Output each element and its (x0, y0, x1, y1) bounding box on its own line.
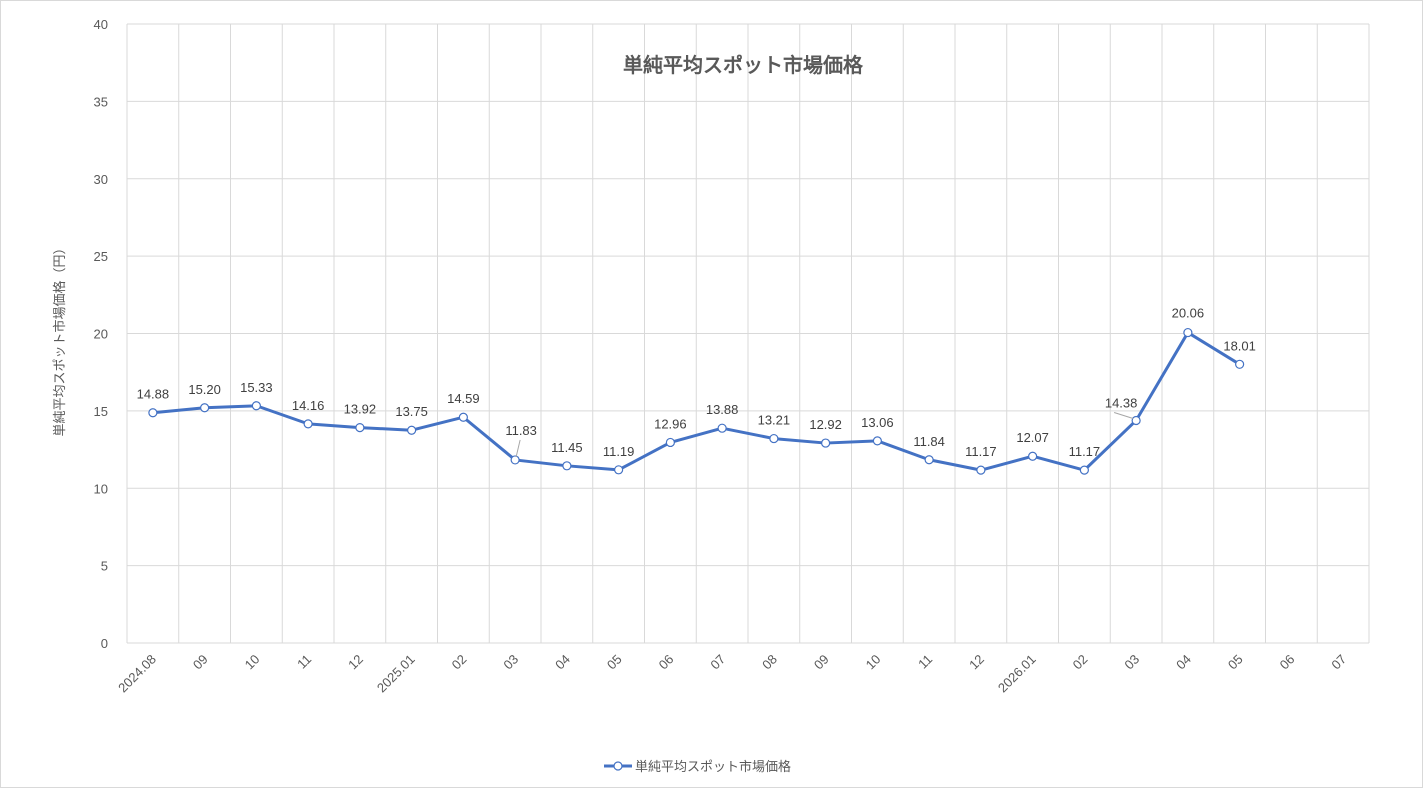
x-tick-label: 10 (242, 652, 263, 673)
x-tick-labels: 2024.08 09 10 11 12 2025.01 02 03 04 05 06 07 08 09 10… (115, 652, 1349, 696)
data-point (1131, 415, 1141, 426)
data-label: 13.75 (395, 404, 428, 419)
data-point (1028, 451, 1038, 461)
x-tick-label: 09 (190, 652, 211, 673)
data-label: 13.92 (344, 402, 377, 417)
x-tick-label: 10 (863, 652, 884, 673)
x-tick-label: 11 (915, 652, 935, 672)
data-label: 13.06 (861, 415, 894, 430)
data-point (717, 423, 727, 433)
data-point (200, 403, 210, 413)
x-tick-label: 09 (811, 652, 832, 673)
x-tick-label: 07 (707, 652, 728, 673)
data-point (148, 408, 158, 418)
series-layer (148, 327, 1245, 475)
data-label: 15.20 (188, 382, 221, 397)
legend-point-marker (613, 761, 623, 771)
chart-title: 単純平均スポット市場価格 (623, 53, 864, 77)
legend: 単純平均スポット市場価格 (604, 759, 791, 775)
x-tick-label: 03 (500, 652, 521, 673)
data-label: 12.92 (809, 417, 842, 432)
series-line (152, 331, 1241, 472)
data-label: 20.06 (1172, 306, 1205, 321)
data-label: 14.59 (447, 391, 480, 406)
data-point (769, 433, 779, 444)
data-point (821, 438, 831, 448)
x-tick-label: 2024.08 (115, 652, 159, 696)
y-axis-title: 単純平均スポット市場価格（円） (52, 241, 68, 436)
data-point (562, 461, 572, 471)
data-label: 14.88 (137, 387, 170, 402)
y-tick-label: 35 (94, 94, 108, 109)
data-point (614, 465, 624, 475)
x-tick-label: 04 (552, 652, 573, 673)
y-tick-label: 10 (94, 481, 108, 496)
data-label: 12.96 (654, 416, 687, 431)
data-point (458, 412, 468, 422)
y-tick-label: 25 (94, 249, 108, 264)
y-tick-label: 30 (94, 172, 108, 187)
x-tick-label: 02 (1070, 652, 1091, 673)
y-tick-label: 5 (101, 559, 108, 574)
data-label: 11.17 (1069, 444, 1101, 459)
x-tick-label: 02 (449, 652, 470, 673)
data-point (924, 455, 934, 465)
data-label-leader (1113, 411, 1134, 419)
data-label: 14.38 (1105, 395, 1138, 410)
data-point (510, 455, 520, 465)
x-tick-label: 12 (966, 652, 987, 673)
data-label: 13.88 (706, 402, 739, 417)
x-tick-label: 06 (1277, 652, 1298, 673)
data-point (303, 419, 313, 429)
y-tick-label: 40 (94, 17, 108, 32)
x-tick-label: 2026.01 (995, 652, 1039, 696)
x-tick-label: 12 (345, 652, 366, 673)
data-label: 11.83 (505, 423, 537, 438)
data-label: 11.19 (603, 444, 635, 459)
data-label: 11.84 (913, 434, 945, 449)
data-point (872, 436, 882, 446)
x-tick-label: 07 (1328, 652, 1349, 673)
y-tick-labels: 0 5 10 15 20 25 30 35 40 (94, 17, 108, 651)
data-point (665, 437, 675, 448)
data-label: 12.07 (1016, 430, 1049, 445)
data-point (251, 401, 261, 411)
x-tick-label: 03 (1121, 652, 1142, 673)
gridlines (126, 23, 1370, 644)
data-label: 14.16 (292, 398, 325, 413)
data-point (1079, 465, 1089, 475)
data-point (1235, 359, 1245, 369)
data-label: 13.21 (758, 413, 791, 428)
data-label: 11.17 (965, 444, 997, 459)
data-point (407, 425, 417, 435)
data-point (976, 465, 986, 475)
data-label-leader (515, 439, 521, 458)
x-tick-label: 04 (1173, 652, 1194, 673)
x-tick-label: 05 (604, 652, 625, 673)
x-tick-label: 08 (759, 652, 780, 673)
data-label: 11.45 (551, 440, 583, 455)
x-tick-label: 11 (294, 652, 314, 672)
y-tick-label: 15 (94, 404, 108, 419)
y-tick-label: 0 (101, 636, 108, 651)
x-tick-label: 05 (1225, 652, 1246, 673)
data-labels: 14.88 15.20 15.33 14.16 13.92 13.75 14.59 11.83… (137, 306, 1256, 460)
data-point (1183, 327, 1193, 338)
legend-label: 単純平均スポット市場価格 (635, 759, 791, 775)
y-tick-label: 20 (94, 327, 108, 342)
data-point (355, 422, 365, 433)
data-label: 18.01 (1223, 338, 1256, 353)
x-tick-label: 2025.01 (374, 652, 418, 696)
x-tick-label: 06 (656, 652, 677, 673)
data-label: 15.33 (240, 380, 273, 395)
